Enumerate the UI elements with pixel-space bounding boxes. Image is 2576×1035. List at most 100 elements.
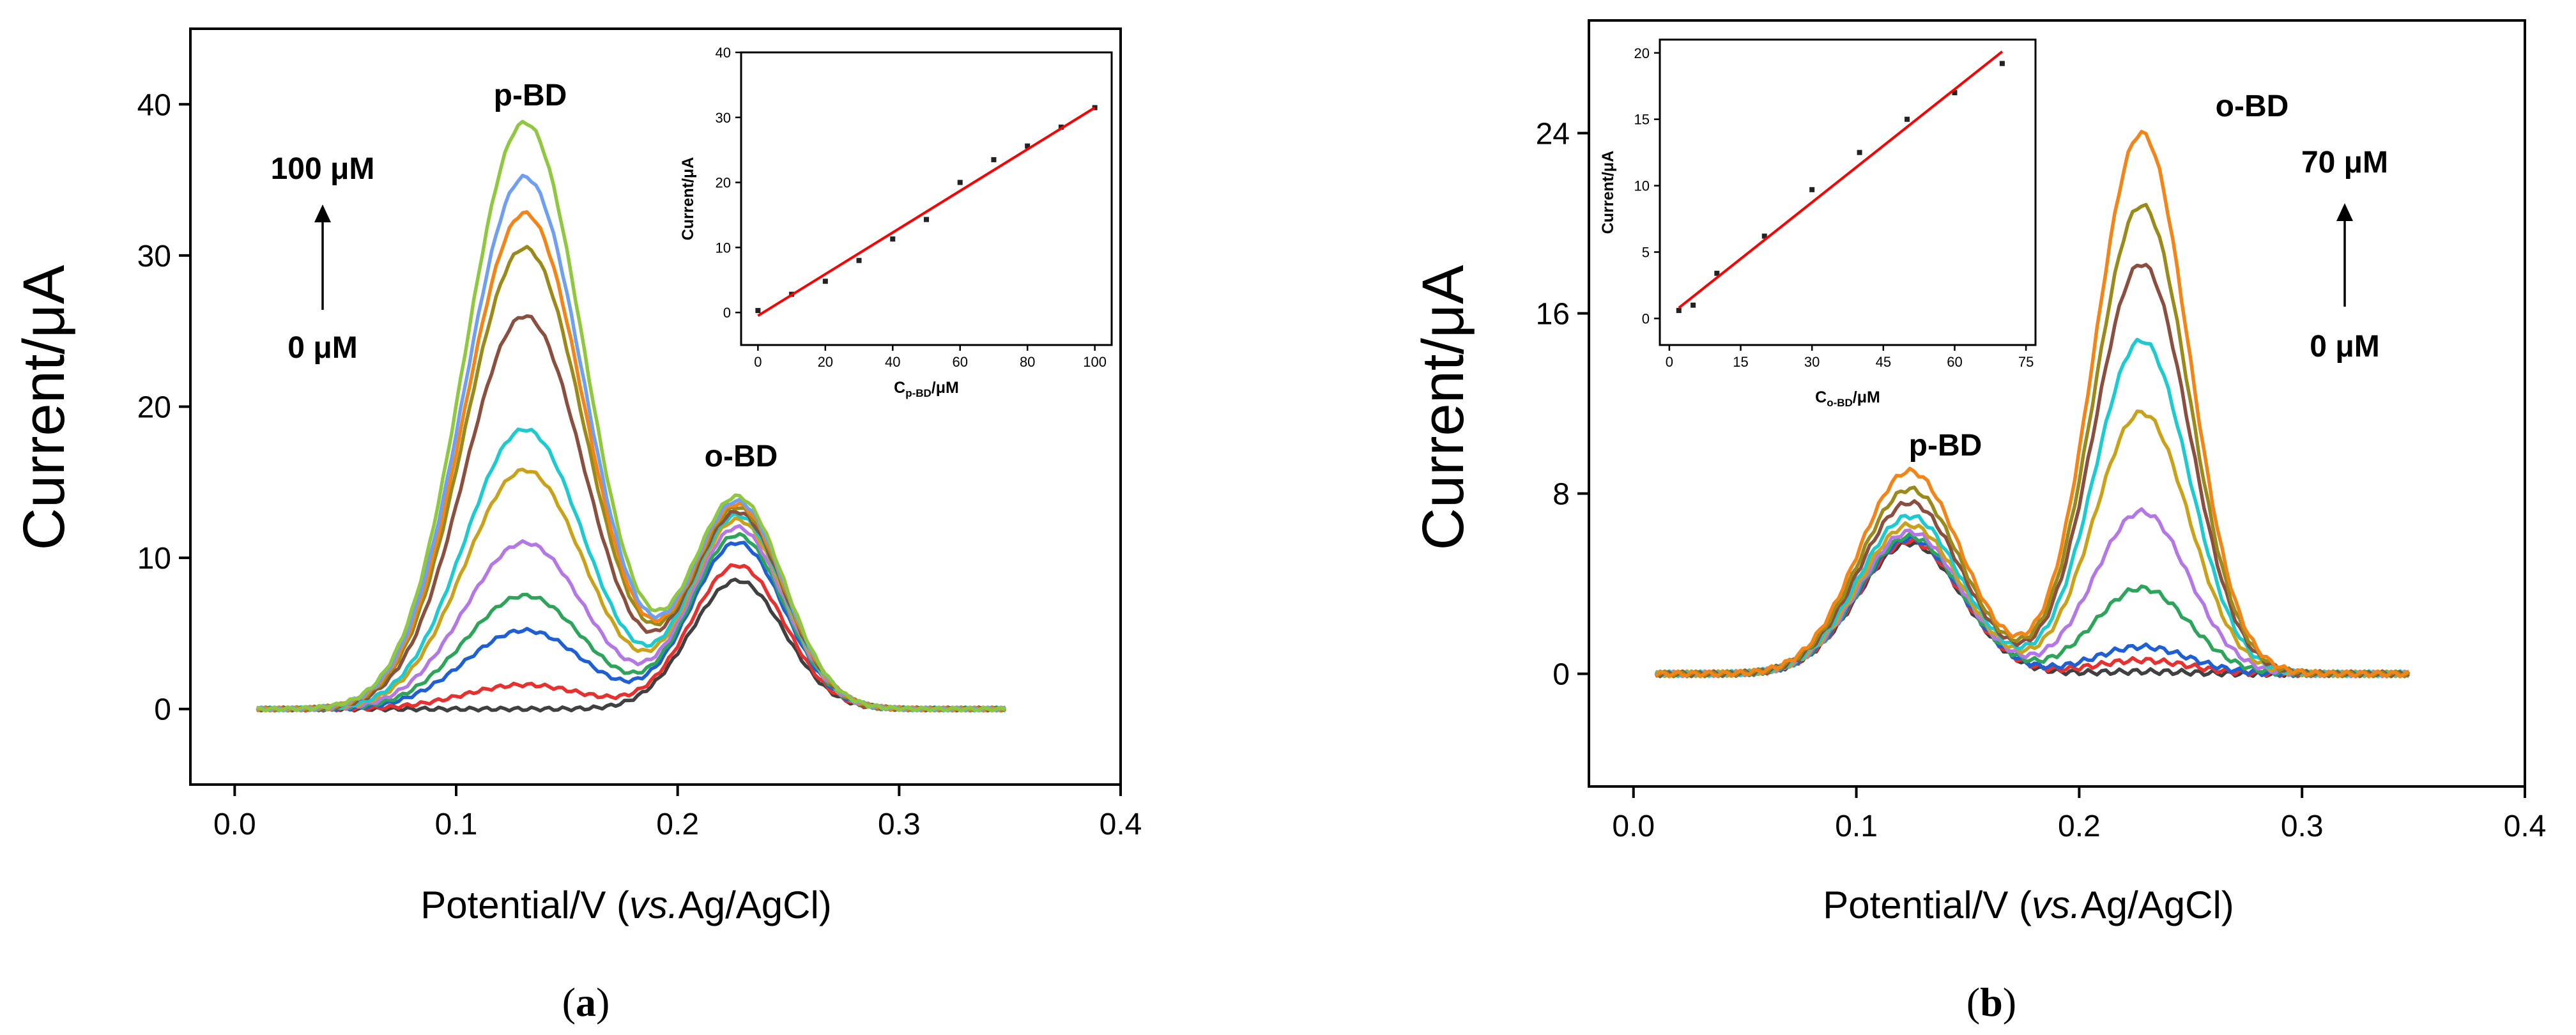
panel-b-x-tick-label: 0.3 [2281,809,2324,843]
panel-a-inset-x-tick-label: 60 [952,354,967,370]
panel-b-inset-points [1676,61,2005,313]
panel-a-peak-label-obd: o-BD [705,440,778,473]
panel-b-inset-x-tick-label: 30 [1804,354,1820,370]
panel-a-inset-frame [740,51,1113,346]
panel-b-inset-point [1952,90,1958,96]
panel-a: 0.0 0.1 0.2 0.3 0.4 0 10 20 30 40 Current/μA Pot… [12,27,1142,1025]
panel-b-curve-2uM [1655,537,2411,678]
panel-b-curve-10uM [1654,532,2410,678]
panel-a-inset-y-tick-label: 0 [723,305,731,321]
panel-b-inset-point [1857,150,1862,155]
panel-a-inset-point [924,217,929,222]
panel-b-inset-y-tick-label: 20 [1634,45,1650,61]
panel-b-conc-low-label: 0 μM [2310,330,2379,364]
panel-a-inset-y-tick-label: 10 [716,240,731,256]
panel-a-inset-y-tick-label: 30 [716,110,731,126]
panel-b-x-axis-label: Potential/V (vs.Ag/AgCl) [1823,884,2234,926]
panel-a-curves [256,119,1007,713]
panel-a-y-tick-label: 40 [137,88,171,122]
panel-a-x-axis-label: Potential/V (vs.Ag/AgCl) [420,884,832,926]
panel-a-inset-point [1025,143,1031,149]
panel-a-inset-point [991,157,997,162]
panel-a-y-tick-label: 0 [154,693,171,727]
panel-b-inset-point [1809,187,1815,192]
panel-b-y-tick-label: 16 [1536,297,1570,331]
panel-b-y-tick-label: 24 [1536,117,1570,151]
panel-a-inset-fit-line [757,106,1096,317]
panel-a-peak-label-pbd: p-BD [494,79,567,112]
panel-b-inset-fit-line [1678,50,2004,309]
panel-a-curve-40uM [256,524,1006,713]
panel-b-y-tick-label: 0 [1552,658,1570,692]
panel-a-x-tick-label: 0.1 [435,808,478,841]
panel-a-caption: (a) [562,979,610,1025]
panel-b-inset-y-tick-label: 0 [1642,310,1650,326]
panel-b-inset-y-tick-label: 5 [1642,245,1650,261]
panel-b-inset-x-label: Co-BD/μM [1815,388,1880,409]
panel-a-inset-x-tick-label: 40 [885,354,900,370]
panel-b: 0.0 0.1 0.2 0.3 0.4 0 8 16 24 Current/μA Potent… [1411,19,2546,1025]
panel-a-inset-point [856,257,862,263]
panel-b-inset-frame [1659,38,2037,346]
panel-b-peak-label-obd: o-BD [2216,89,2289,123]
panel-a-x-tick-label: 0.0 [213,808,256,841]
panel-a-inset-x-tick-label: 80 [1020,354,1035,370]
panel-a-inset-x-tick-label: 0 [754,354,762,370]
panel-b-peak-label-pbd: p-BD [1909,429,1982,463]
panel-a-y-tick-label: 20 [137,391,171,425]
panel-a-x-ticks: 0.0 0.1 0.2 0.3 0.4 [213,785,1142,841]
panel-a-x-tick-label: 0.4 [1100,808,1142,841]
panel-a-conc-high-label: 100 μM [271,152,375,186]
panel-a-y-tick-label: 30 [137,240,171,273]
panel-b-inset-x-tick-label: 75 [2018,354,2034,370]
panel-b-inset-point [1690,302,1696,308]
panel-b-curve-20uM [1655,507,2410,678]
panel-b-curve-0uM [1654,540,2410,678]
panel-b-x-tick-label: 0.1 [1835,809,1878,843]
panel-b-curve-60uM [1655,203,2411,678]
panel-b-inset-point [1676,307,1682,313]
panel-a-inset-point [822,279,828,284]
panel-b-inset-y-label: Current/μA [1599,151,1617,234]
panel-a-inset-y-label: Current/μA [679,157,697,241]
panel-a-inset-point [755,308,761,314]
panel-a-inset-y-tick-label: 40 [716,45,731,61]
panel-a-x-tick-label: 0.3 [878,808,921,841]
panel-b-x-ticks: 0.0 0.1 0.2 0.3 0.4 [1612,786,2546,843]
panel-b-inset-y-tick-label: 10 [1634,178,1650,194]
panel-b-inset-point [1905,116,1910,122]
panel-a-inset-point [957,180,963,185]
panel-b-y-ticks: 0 8 16 24 [1536,117,1589,692]
panel-b-inset: 0 15 30 45 60 75 0 5 10 15 20 Current/μA Co-BD/μM [1599,38,2037,409]
panel-b-x-tick-label: 0.2 [2058,809,2101,843]
panel-b-inset-point [1999,61,2005,66]
panel-a-inset-x-tick-label: 100 [1083,354,1107,370]
panel-b-inset-ticks: 0 15 30 45 60 75 0 5 10 15 20 [1634,45,2034,370]
panel-b-inset-x-tick-label: 15 [1733,354,1748,370]
panel-b-axes-frame [1588,19,2526,788]
panel-b-inset-x-tick-label: 45 [1876,354,1891,370]
panel-a-arrow-head [314,204,331,222]
panel-a-inset-point [890,236,896,242]
panel-a-y-tick-label: 10 [137,542,171,576]
panel-b-curve-5uM [1654,535,2411,678]
panel-a-inset-y-tick-label: 20 [716,175,731,191]
panel-a-inset-x-tick-label: 20 [818,354,833,370]
panel-b-inset-point [1714,270,1720,276]
panel-a-inset-ticks: 0 20 40 60 80 100 0 10 20 30 40 [716,45,1107,370]
panel-b-curves [1654,130,2411,678]
panel-b-caption: (b) [1966,979,2016,1025]
panel-b-curve-70uM [1654,130,2411,678]
panel-b-inset-x-tick-label: 60 [1947,354,1962,370]
panel-b-conc-high-label: 70 μM [2301,146,2388,180]
panel-b-x-tick-label: 0.0 [1612,809,1655,843]
panel-b-y-tick-label: 8 [1552,478,1570,512]
panel-a-inset-x-label: Cp-BD/μM [894,379,959,399]
panel-b-inset-x-tick-label: 0 [1666,354,1673,370]
panel-b-curve-50uM [1655,263,2410,678]
panel-a-x-tick-label: 0.2 [656,808,699,841]
panel-a-inset-bg [716,52,1112,392]
panel-a-inset: 0 20 40 60 80 100 0 10 20 30 40 Current/μA Cp-BD/μ… [679,45,1113,399]
panel-a-y-axis-label: Current/μA [12,264,77,550]
